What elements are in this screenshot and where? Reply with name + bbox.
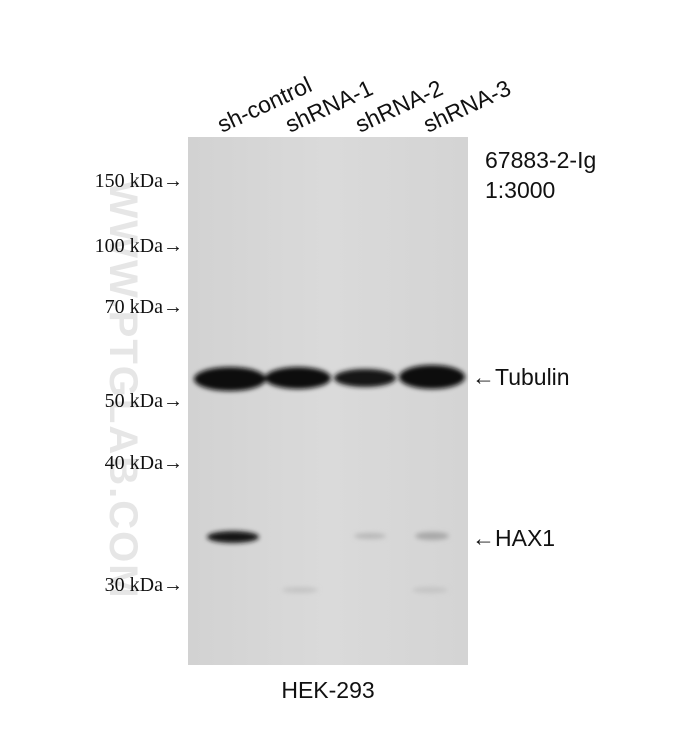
marker-label: 70 kDa→	[105, 296, 183, 318]
marker-label: 30 kDa→	[105, 574, 183, 596]
antibody-catalog: 67883-2-Ig	[485, 147, 596, 173]
marker-label: 100 kDa→	[95, 235, 183, 257]
antibody-dilution: 1:3000	[485, 177, 555, 203]
blot-membrane	[188, 137, 468, 665]
band-label: ←Tubulin	[472, 364, 570, 390]
marker-label: 40 kDa→	[105, 452, 183, 474]
cell-line: HEK-293	[281, 677, 374, 703]
watermark: WWW.PTGLAB.COM	[101, 180, 145, 599]
lane-labels: sh-control shRNA-1 shRNA-2 shRNA-3	[213, 71, 515, 137]
markers: 150 kDa→ 100 kDa→ 70 kDa→ 50 kDa→ 40 kDa…	[95, 170, 183, 596]
bands	[194, 365, 465, 593]
marker-label: 150 kDa→	[95, 170, 183, 192]
band-label: ←HAX1	[472, 525, 555, 551]
marker-label: 50 kDa→	[105, 390, 183, 412]
